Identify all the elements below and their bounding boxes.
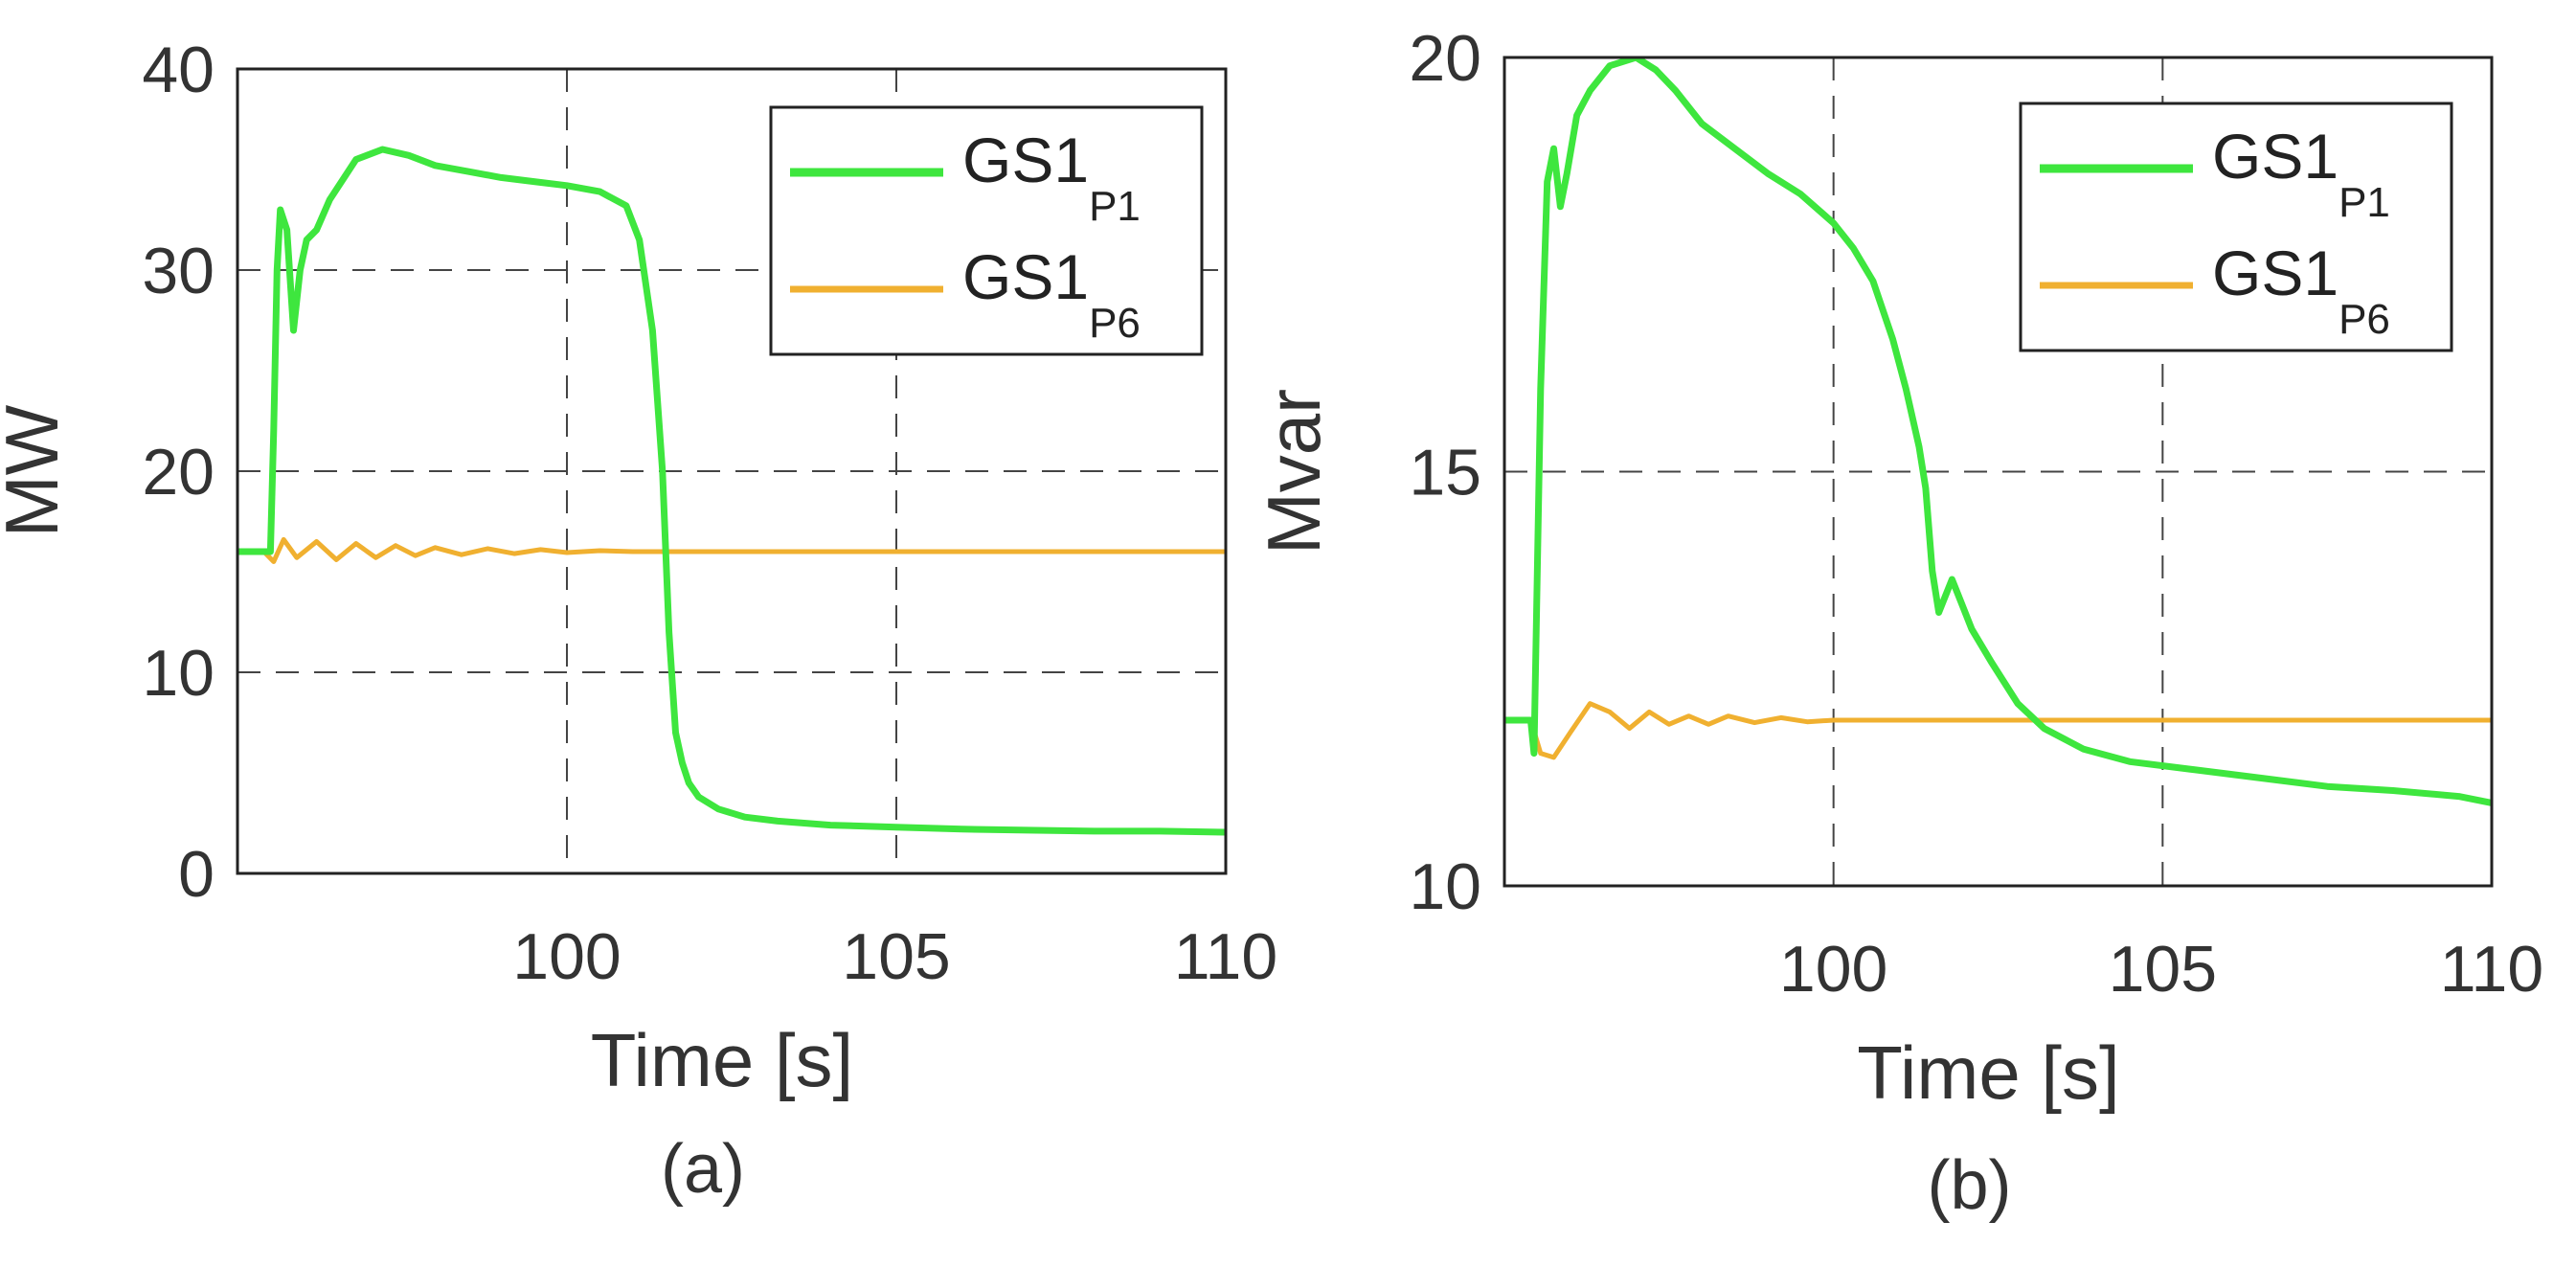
plot-area [237, 146, 1226, 836]
series-line-p1 [1504, 57, 2492, 806]
y-tick-label: 20 [142, 436, 215, 509]
legend-label-p1: GS1P1 [962, 124, 1141, 230]
y-tick-label: 10 [1409, 850, 1481, 923]
legend-name: GS1 [962, 124, 1089, 195]
x-tick-label: 110 [1174, 920, 1277, 993]
y-tick-label: 40 [142, 34, 215, 106]
y-tick-label: 15 [1409, 437, 1481, 509]
x-tick-label: 105 [2109, 933, 2217, 1006]
legend-label-p6: GS1P6 [2212, 238, 2390, 343]
series-line-p6 [1504, 701, 2492, 760]
axes-frame [1503, 56, 2494, 888]
x-tick-label: 100 [1779, 933, 1887, 1006]
legend-name: GS1 [2212, 238, 2339, 308]
legend-box [769, 105, 1204, 356]
legend-subscript: P6 [2339, 296, 2390, 343]
series-line-p1 [237, 146, 1226, 836]
legend-box [2019, 102, 2453, 352]
axes-frame [236, 67, 1228, 875]
y-tick-label: 10 [142, 637, 215, 710]
legend-name: GS1 [2212, 121, 2339, 192]
legend-subscript: P1 [1089, 183, 1141, 230]
legend-subscript: P1 [2339, 179, 2390, 226]
y-axis-label: MW [0, 404, 74, 537]
chart-caption: (b) [1928, 1147, 2012, 1224]
legend-label-p1: GS1P1 [2212, 121, 2390, 226]
y-tick-label: 0 [178, 838, 215, 911]
x-tick-label: 105 [842, 920, 950, 993]
x-tick-label: 100 [512, 920, 621, 993]
legend-subscript: P6 [1089, 300, 1141, 347]
x-tick-label: 110 [2440, 933, 2543, 1006]
plot-area [1504, 57, 2492, 806]
y-axis-label: Mvar [1252, 389, 1336, 554]
legend-name: GS1 [962, 241, 1089, 312]
chart-caption: (a) [661, 1131, 745, 1208]
legend-label-p6: GS1P6 [962, 241, 1141, 347]
y-tick-label: 30 [142, 235, 215, 307]
y-tick-label: 20 [1409, 22, 1481, 95]
x-axis-label: Time [s] [1857, 1030, 2119, 1115]
x-axis-label: Time [s] [591, 1018, 853, 1102]
series-line-p6 [237, 536, 1226, 564]
